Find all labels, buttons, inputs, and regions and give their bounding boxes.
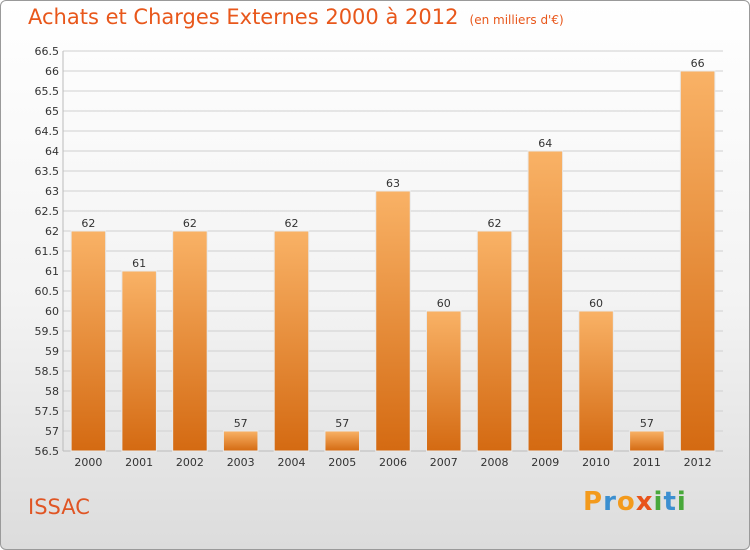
y-tick-label: 62 — [45, 225, 59, 238]
bar — [476, 230, 513, 452]
data-label: 60 — [437, 297, 451, 310]
y-tick-label: 57.5 — [35, 405, 60, 418]
y-tick-label: 60 — [45, 305, 59, 318]
y-tick-label: 63 — [45, 185, 59, 198]
bar — [629, 430, 665, 452]
data-label: 60 — [589, 297, 603, 310]
data-label: 62 — [183, 217, 197, 230]
y-tick-label: 66 — [45, 65, 59, 78]
x-tick-label: 2003 — [227, 456, 255, 469]
x-tick-label: 2000 — [74, 456, 102, 469]
bar — [679, 70, 716, 452]
bar — [273, 230, 310, 452]
data-label: 57 — [640, 417, 654, 430]
bar — [121, 270, 157, 452]
y-tick-label: 59 — [45, 345, 59, 358]
logo-letter: o — [616, 487, 636, 517]
data-label: 66 — [691, 57, 705, 70]
y-tick-label: 66.5 — [35, 45, 60, 58]
logo-letter: t — [663, 487, 677, 517]
data-label: 64 — [538, 137, 552, 150]
data-label: 62 — [81, 217, 95, 230]
x-tick-label: 2002 — [176, 456, 204, 469]
data-label: 62 — [284, 217, 298, 230]
bar — [70, 230, 107, 452]
x-tick-label: 2008 — [481, 456, 509, 469]
y-tick-label: 61.5 — [35, 245, 60, 258]
logo-letter: i — [653, 487, 664, 517]
logo-letter: r — [603, 487, 617, 517]
data-label: 62 — [488, 217, 502, 230]
y-tick-label: 58.5 — [35, 365, 60, 378]
logo-letter: P — [583, 487, 604, 517]
x-tick-label: 2010 — [582, 456, 610, 469]
y-tick-label: 63.5 — [35, 165, 60, 178]
unit-note: (en milliers d'€) — [469, 13, 564, 27]
y-tick-label: 65 — [45, 105, 59, 118]
x-tick-label: 2005 — [328, 456, 356, 469]
x-tick-label: 2012 — [684, 456, 712, 469]
data-label: 57 — [335, 417, 349, 430]
proxiti-logo: Proxiti — [583, 487, 687, 517]
y-tick-label: 65.5 — [35, 85, 60, 98]
data-label: 57 — [234, 417, 248, 430]
y-tick-label: 64 — [45, 145, 59, 158]
bar — [426, 310, 462, 452]
x-tick-label: 2009 — [531, 456, 559, 469]
commune-name: ISSAC — [28, 495, 90, 519]
y-tick-label: 60.5 — [35, 285, 60, 298]
bar — [375, 190, 411, 452]
logo-letter: i — [676, 487, 687, 517]
bar — [324, 430, 360, 452]
title-text: Achats et Charges Externes 2000 à 2012 — [28, 5, 459, 29]
data-label: 61 — [132, 257, 146, 270]
chart-title: Achats et Charges Externes 2000 à 2012 (… — [28, 5, 564, 29]
bar — [578, 310, 614, 452]
x-tick-label: 2011 — [633, 456, 661, 469]
y-tick-label: 57 — [45, 425, 59, 438]
bar — [527, 150, 564, 452]
x-tick-label: 2001 — [125, 456, 153, 469]
y-tick-label: 59.5 — [35, 325, 60, 338]
x-tick-label: 2006 — [379, 456, 407, 469]
y-tick-label: 58 — [45, 385, 59, 398]
y-tick-label: 61 — [45, 265, 59, 278]
y-tick-label: 62.5 — [35, 205, 60, 218]
y-tick-label: 56.5 — [35, 445, 60, 458]
data-label: 63 — [386, 177, 400, 190]
logo-letter: x — [635, 487, 654, 517]
x-tick-label: 2004 — [277, 456, 305, 469]
x-tick-label: 2007 — [430, 456, 458, 469]
bar — [172, 230, 208, 452]
y-tick-label: 64.5 — [35, 125, 60, 138]
bar — [222, 430, 259, 452]
